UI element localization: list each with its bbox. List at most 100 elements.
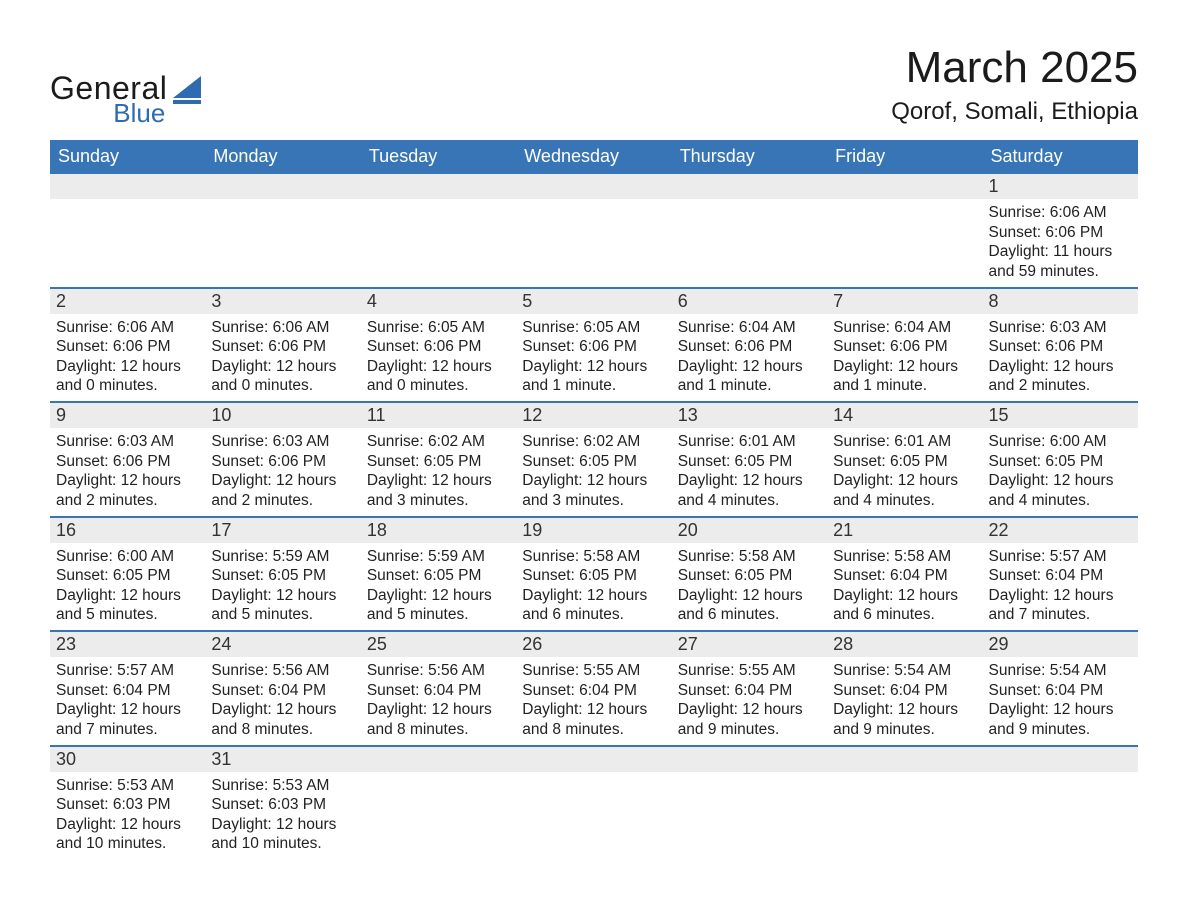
calendar-day-cell: [361, 772, 516, 860]
calendar-daynum-row: 1: [50, 174, 1138, 199]
sunset-text: Sunset: 6:06 PM: [522, 337, 665, 356]
sunrise-text: Sunrise: 5:58 AM: [678, 547, 821, 566]
calendar-day-number: [50, 174, 205, 199]
calendar-day-cell: Sunrise: 5:57 AMSunset: 6:04 PMDaylight:…: [50, 657, 205, 746]
daylight-text-line1: Daylight: 12 hours: [678, 700, 821, 719]
calendar-day-number: 25: [361, 631, 516, 657]
daylight-text-line1: Daylight: 12 hours: [522, 357, 665, 376]
daylight-text-line2: and 4 minutes.: [678, 491, 821, 510]
daylight-text-line2: and 59 minutes.: [989, 262, 1132, 281]
calendar-day-number: [205, 174, 360, 199]
daylight-text-line1: Daylight: 12 hours: [989, 471, 1132, 490]
sunset-text: Sunset: 6:04 PM: [989, 681, 1132, 700]
daylight-text-line1: Daylight: 12 hours: [56, 700, 199, 719]
calendar-day-cell: Sunrise: 5:54 AMSunset: 6:04 PMDaylight:…: [827, 657, 982, 746]
daylight-text-line2: and 4 minutes.: [989, 491, 1132, 510]
calendar-day-number: [361, 746, 516, 772]
sunset-text: Sunset: 6:05 PM: [678, 452, 821, 471]
daylight-text-line1: Daylight: 12 hours: [833, 471, 976, 490]
calendar-day-cell: Sunrise: 5:53 AMSunset: 6:03 PMDaylight:…: [50, 772, 205, 860]
calendar-day-number: [672, 746, 827, 772]
sunset-text: Sunset: 6:06 PM: [989, 223, 1132, 242]
sunrise-text: Sunrise: 5:54 AM: [833, 661, 976, 680]
calendar-day-number: 18: [361, 517, 516, 543]
daylight-text-line2: and 10 minutes.: [211, 834, 354, 853]
calendar-day-cell: Sunrise: 6:05 AMSunset: 6:06 PMDaylight:…: [516, 314, 671, 403]
calendar-day-cell: [827, 772, 982, 860]
daylight-text-line1: Daylight: 12 hours: [678, 586, 821, 605]
location-subtitle: Qorof, Somali, Ethiopia: [891, 98, 1138, 126]
calendar-day-number: 9: [50, 402, 205, 428]
daylight-text-line2: and 0 minutes.: [56, 376, 199, 395]
sunset-text: Sunset: 6:05 PM: [678, 566, 821, 585]
sunrise-text: Sunrise: 5:55 AM: [522, 661, 665, 680]
daylight-text-line1: Daylight: 12 hours: [56, 815, 199, 834]
calendar-day-number: 7: [827, 288, 982, 314]
calendar-day-number: 3: [205, 288, 360, 314]
sunset-text: Sunset: 6:04 PM: [56, 681, 199, 700]
daylight-text-line1: Daylight: 12 hours: [522, 586, 665, 605]
daylight-text-line2: and 1 minute.: [833, 376, 976, 395]
daylight-text-line2: and 8 minutes.: [211, 720, 354, 739]
sunrise-text: Sunrise: 6:06 AM: [211, 318, 354, 337]
sunset-text: Sunset: 6:04 PM: [833, 681, 976, 700]
calendar-day-cell: Sunrise: 5:55 AMSunset: 6:04 PMDaylight:…: [672, 657, 827, 746]
daylight-text-line1: Daylight: 12 hours: [522, 700, 665, 719]
calendar-day-cell: [672, 199, 827, 288]
sunset-text: Sunset: 6:06 PM: [678, 337, 821, 356]
calendar-content-row: Sunrise: 6:06 AMSunset: 6:06 PMDaylight:…: [50, 314, 1138, 403]
sunset-text: Sunset: 6:06 PM: [989, 337, 1132, 356]
calendar-day-number: 16: [50, 517, 205, 543]
weekday-header: Friday: [827, 140, 982, 174]
daylight-text-line2: and 5 minutes.: [211, 605, 354, 624]
sunset-text: Sunset: 6:06 PM: [211, 337, 354, 356]
sunrise-text: Sunrise: 5:58 AM: [522, 547, 665, 566]
daylight-text-line1: Daylight: 12 hours: [989, 700, 1132, 719]
daylight-text-line2: and 3 minutes.: [522, 491, 665, 510]
sunrise-text: Sunrise: 6:03 AM: [211, 432, 354, 451]
daylight-text-line1: Daylight: 12 hours: [367, 471, 510, 490]
daylight-text-line2: and 5 minutes.: [56, 605, 199, 624]
calendar-day-cell: Sunrise: 6:03 AMSunset: 6:06 PMDaylight:…: [205, 428, 360, 517]
daylight-text-line1: Daylight: 12 hours: [367, 700, 510, 719]
sunrise-text: Sunrise: 6:05 AM: [367, 318, 510, 337]
sunset-text: Sunset: 6:06 PM: [56, 452, 199, 471]
calendar-day-number: 17: [205, 517, 360, 543]
sunrise-text: Sunrise: 6:01 AM: [678, 432, 821, 451]
daylight-text-line2: and 1 minute.: [522, 376, 665, 395]
daylight-text-line2: and 9 minutes.: [989, 720, 1132, 739]
calendar-day-number: [983, 746, 1138, 772]
calendar-day-cell: Sunrise: 6:05 AMSunset: 6:06 PMDaylight:…: [361, 314, 516, 403]
calendar-day-number: 4: [361, 288, 516, 314]
calendar-day-number: 5: [516, 288, 671, 314]
calendar-day-number: 30: [50, 746, 205, 772]
sunset-text: Sunset: 6:06 PM: [367, 337, 510, 356]
calendar-day-number: 26: [516, 631, 671, 657]
calendar-day-number: 15: [983, 402, 1138, 428]
calendar-day-number: 23: [50, 631, 205, 657]
calendar-day-cell: [827, 199, 982, 288]
sunset-text: Sunset: 6:04 PM: [367, 681, 510, 700]
daylight-text-line1: Daylight: 12 hours: [833, 700, 976, 719]
calendar-day-number: [672, 174, 827, 199]
daylight-text-line2: and 6 minutes.: [833, 605, 976, 624]
sunset-text: Sunset: 6:04 PM: [833, 566, 976, 585]
sunrise-text: Sunrise: 6:04 AM: [833, 318, 976, 337]
calendar-day-cell: Sunrise: 6:02 AMSunset: 6:05 PMDaylight:…: [516, 428, 671, 517]
daylight-text-line1: Daylight: 12 hours: [678, 471, 821, 490]
daylight-text-line1: Daylight: 11 hours: [989, 242, 1132, 261]
brand-logo: General Blue: [50, 44, 207, 126]
sunset-text: Sunset: 6:06 PM: [56, 337, 199, 356]
sunrise-text: Sunrise: 5:56 AM: [367, 661, 510, 680]
daylight-text-line2: and 8 minutes.: [367, 720, 510, 739]
calendar-day-number: [516, 174, 671, 199]
calendar-day-cell: Sunrise: 5:59 AMSunset: 6:05 PMDaylight:…: [205, 543, 360, 632]
daylight-text-line2: and 3 minutes.: [367, 491, 510, 510]
calendar-day-number: 22: [983, 517, 1138, 543]
calendar-day-number: 20: [672, 517, 827, 543]
sunset-text: Sunset: 6:05 PM: [522, 566, 665, 585]
calendar-table: Sunday Monday Tuesday Wednesday Thursday…: [50, 140, 1138, 859]
sunrise-text: Sunrise: 6:04 AM: [678, 318, 821, 337]
calendar-day-cell: Sunrise: 6:01 AMSunset: 6:05 PMDaylight:…: [672, 428, 827, 517]
calendar-day-cell: Sunrise: 5:53 AMSunset: 6:03 PMDaylight:…: [205, 772, 360, 860]
